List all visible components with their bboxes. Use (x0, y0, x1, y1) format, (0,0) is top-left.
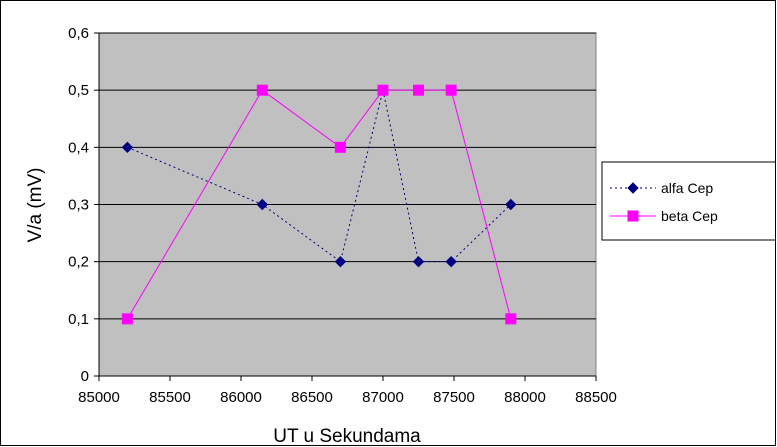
x-axis-label: UT u Sekundama (273, 426, 421, 446)
series-beta-cep (121, 84, 517, 325)
x-tick-label: 88500 (575, 389, 617, 406)
data-point-beta-cep (413, 84, 424, 96)
legend-item-alfa-cep: alfa Cep (610, 180, 713, 196)
y-tick-label: 0,3 (68, 197, 89, 214)
data-point-beta-cep (377, 84, 389, 96)
legend: alfa Cep beta Cep (601, 161, 775, 241)
x-tick-label: 86500 (291, 389, 333, 406)
data-point-beta-cep (334, 141, 346, 153)
y-tick-label: 0,4 (68, 139, 89, 156)
x-tick-label: 85000 (78, 389, 120, 406)
data-point-alfa-cep (445, 255, 457, 268)
legend-label-alfa-cep: alfa Cep (661, 180, 713, 196)
legend-label-beta-cep: beta Cep (661, 208, 718, 224)
legend-swatch-marker (627, 210, 639, 222)
x-tick-label: 87000 (362, 389, 404, 406)
data-point-alfa-cep (334, 255, 347, 268)
y-axis-label: V/a (mV) (25, 168, 46, 243)
data-point-beta-cep (121, 313, 133, 325)
x-tick-label: 88000 (504, 389, 546, 406)
data-point-beta-cep (505, 313, 517, 325)
y-tick-label: 0,6 (68, 25, 89, 42)
data-point-beta-cep (445, 84, 457, 96)
x-tick-label: 85500 (149, 389, 191, 406)
x-tick-label: 87500 (433, 389, 475, 406)
data-point-alfa-cep (412, 255, 425, 268)
data-point-beta-cep (256, 84, 268, 96)
y-axis-ticks: 0 0,1 0,2 0,3 0,4 0,5 0,6 (68, 25, 99, 385)
legend-swatch-marker (627, 182, 639, 194)
legend-item-beta-cep: beta Cep (610, 208, 718, 224)
y-tick-label: 0,2 (68, 254, 89, 271)
data-point-alfa-cep (121, 141, 134, 154)
data-point-alfa-cep (256, 198, 269, 211)
data-point-alfa-cep (505, 198, 517, 211)
series-group (121, 84, 517, 325)
legend-box (601, 161, 775, 241)
x-axis-ticks: 85000 85500 86000 86500 87000 87500 88000 88500 (78, 376, 617, 406)
y-tick-label: 0 (81, 368, 89, 385)
x-tick-label: 86000 (220, 389, 262, 406)
y-tick-label: 0,1 (68, 311, 89, 328)
y-tick-label: 0,5 (68, 82, 89, 99)
